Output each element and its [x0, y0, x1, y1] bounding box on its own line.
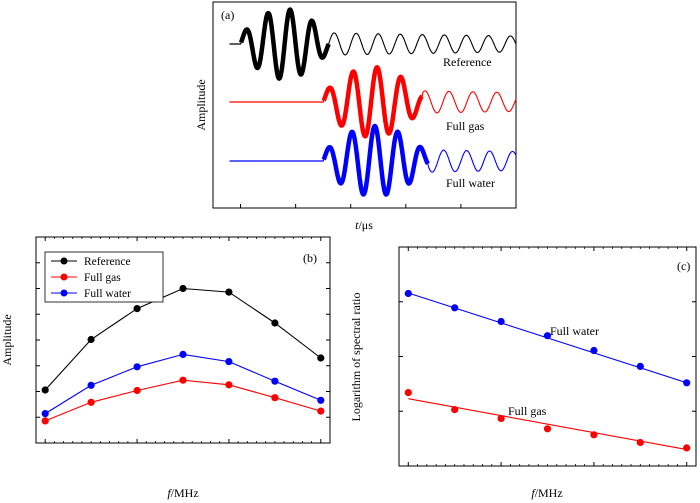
panel-c-annotation-full-water: Full water: [550, 324, 599, 338]
panel-c-x-label-unit: /MHz: [535, 486, 563, 500]
panel-a-waveforms: [229, 7, 517, 197]
wave-label-full-water: Full water: [446, 176, 495, 190]
panel-a-x-label-unit: /μs: [358, 218, 373, 232]
panel-b-point-reference-2: [317, 354, 325, 362]
panel-c: (c) Logarithm of spectral ratio f/MHz Fu…: [349, 246, 697, 500]
panel-b-point-full-water-1.75: [271, 377, 279, 385]
wave-reference-baseline: [229, 42, 242, 45]
panel-c-point-full-gas-1.75: [636, 438, 644, 447]
panel-b-x-label-unit: /MHz: [171, 486, 199, 500]
wave-full-water-signal: [321, 123, 430, 197]
legend-marker-full-water: [60, 289, 68, 297]
wave-full-water-coda: [427, 149, 517, 173]
panel-a-frame: [212, 1, 517, 209]
panel-c-point-full-gas-1.5: [590, 431, 598, 439]
legend-label-reference: Reference: [84, 256, 131, 268]
panel-b-point-full-water-0.75: [87, 381, 95, 389]
wave-label-reference: Reference: [443, 55, 492, 69]
panel-b-legend: Reference Full gas Full water: [44, 251, 164, 303]
panel-c-point-full-water-1.5: [590, 346, 598, 355]
panel-b-point-full-water-1.25: [179, 350, 187, 358]
panel-b-point-reference-1: [133, 305, 141, 313]
panel-b-point-full-water-0.5: [41, 410, 49, 418]
wave-full-water-baseline: [229, 159, 325, 162]
panel-b-point-reference-0.75: [87, 335, 95, 344]
panel-a-x-label-var: t: [355, 218, 359, 232]
wave-full-gas-coda: [421, 90, 517, 114]
wave-label-full-gas: Full gas: [446, 119, 485, 133]
panel-c-point-full-water-1.75: [636, 362, 644, 370]
wave-reference-signal: [238, 7, 331, 81]
panel-b-series: [41, 284, 325, 425]
panel-b-series-line-full-gas: [44, 379, 321, 422]
panel-b-point-reference-1.25: [179, 284, 187, 293]
panel-c-point-full-water-1.25: [543, 332, 552, 340]
legend-label-full-gas: Full gas: [84, 272, 121, 284]
panel-b-point-reference-1.5: [225, 288, 233, 296]
panel-c-point-full-water-1: [497, 317, 505, 326]
panel-b-series-line-reference: [44, 287, 322, 391]
legend-label-full-water: Full water: [84, 288, 131, 300]
panel-b-point-full-gas-1.75: [271, 394, 279, 402]
panel-c-label: (c): [677, 259, 690, 273]
panel-a-y-label: Amplitude: [194, 79, 208, 130]
panel-b-label: (b): [303, 251, 317, 265]
panel-b-ticks: [35, 236, 331, 444]
panel-c-ticks: [398, 246, 697, 467]
panel-b-y-label: Amplitude: [0, 314, 14, 365]
panel-b-point-full-gas-1: [133, 386, 141, 395]
panel-b-point-full-water-1.5: [225, 358, 233, 366]
wave-full-gas-signal: [321, 65, 425, 139]
panel-c-annotation-full-gas: Full gas: [508, 404, 547, 418]
panel-b-point-full-water-2: [317, 396, 325, 404]
panel-b-point-full-gas-0.75: [87, 398, 95, 406]
panel-c-point-full-gas-0.75: [451, 406, 459, 414]
panel-b-point-full-gas-1.5: [225, 381, 233, 389]
panel-c-point-full-water-0.75: [451, 304, 459, 312]
panel-b-x-label-var: f: [167, 486, 172, 500]
panel-c-frame: [398, 246, 697, 467]
panel-c-point-full-water-2: [683, 379, 691, 387]
panel-c-point-full-gas-0.5: [404, 389, 412, 397]
panel-b: (b) Amplitude f/MHz Reference Full gas F…: [0, 236, 331, 500]
panel-a: (a) Amplitude t/μs Reference Full gas Fu…: [194, 1, 517, 232]
panel-c-point-full-gas-1.25: [543, 425, 552, 433]
panel-c-x-label: f/MHz: [531, 486, 562, 500]
panel-c-series: [404, 289, 691, 452]
legend-marker-reference: [60, 257, 68, 265]
panel-b-point-reference-0.5: [41, 386, 49, 394]
panel-b-x-label: f/MHz: [167, 486, 198, 500]
panel-a-x-ticks: [240, 204, 517, 208]
legend-marker-full-gas: [60, 273, 68, 281]
panel-c-point-full-gas-1: [497, 414, 505, 422]
wave-full-gas-baseline: [229, 100, 325, 103]
panel-c-point-full-gas-2: [683, 444, 691, 452]
panel-b-point-full-water-1: [133, 363, 141, 371]
panel-c-x-label-var: f: [531, 486, 536, 500]
panel-c-fit-line-full-gas: [408, 398, 687, 451]
panel-b-point-full-gas-2: [317, 407, 325, 415]
panel-b-point-reference-1.75: [271, 319, 279, 327]
panel-b-point-full-gas-0.5: [41, 417, 49, 425]
panel-c-y-label: Logarithm of spectral ratio: [349, 293, 363, 422]
panel-b-point-full-gas-1.25: [179, 376, 187, 384]
panel-a-label: (a): [221, 8, 234, 22]
wave-reference-coda: [328, 32, 517, 56]
panel-a-x-label: t/μs: [355, 218, 373, 232]
panel-c-point-full-water-0.5: [404, 289, 412, 298]
